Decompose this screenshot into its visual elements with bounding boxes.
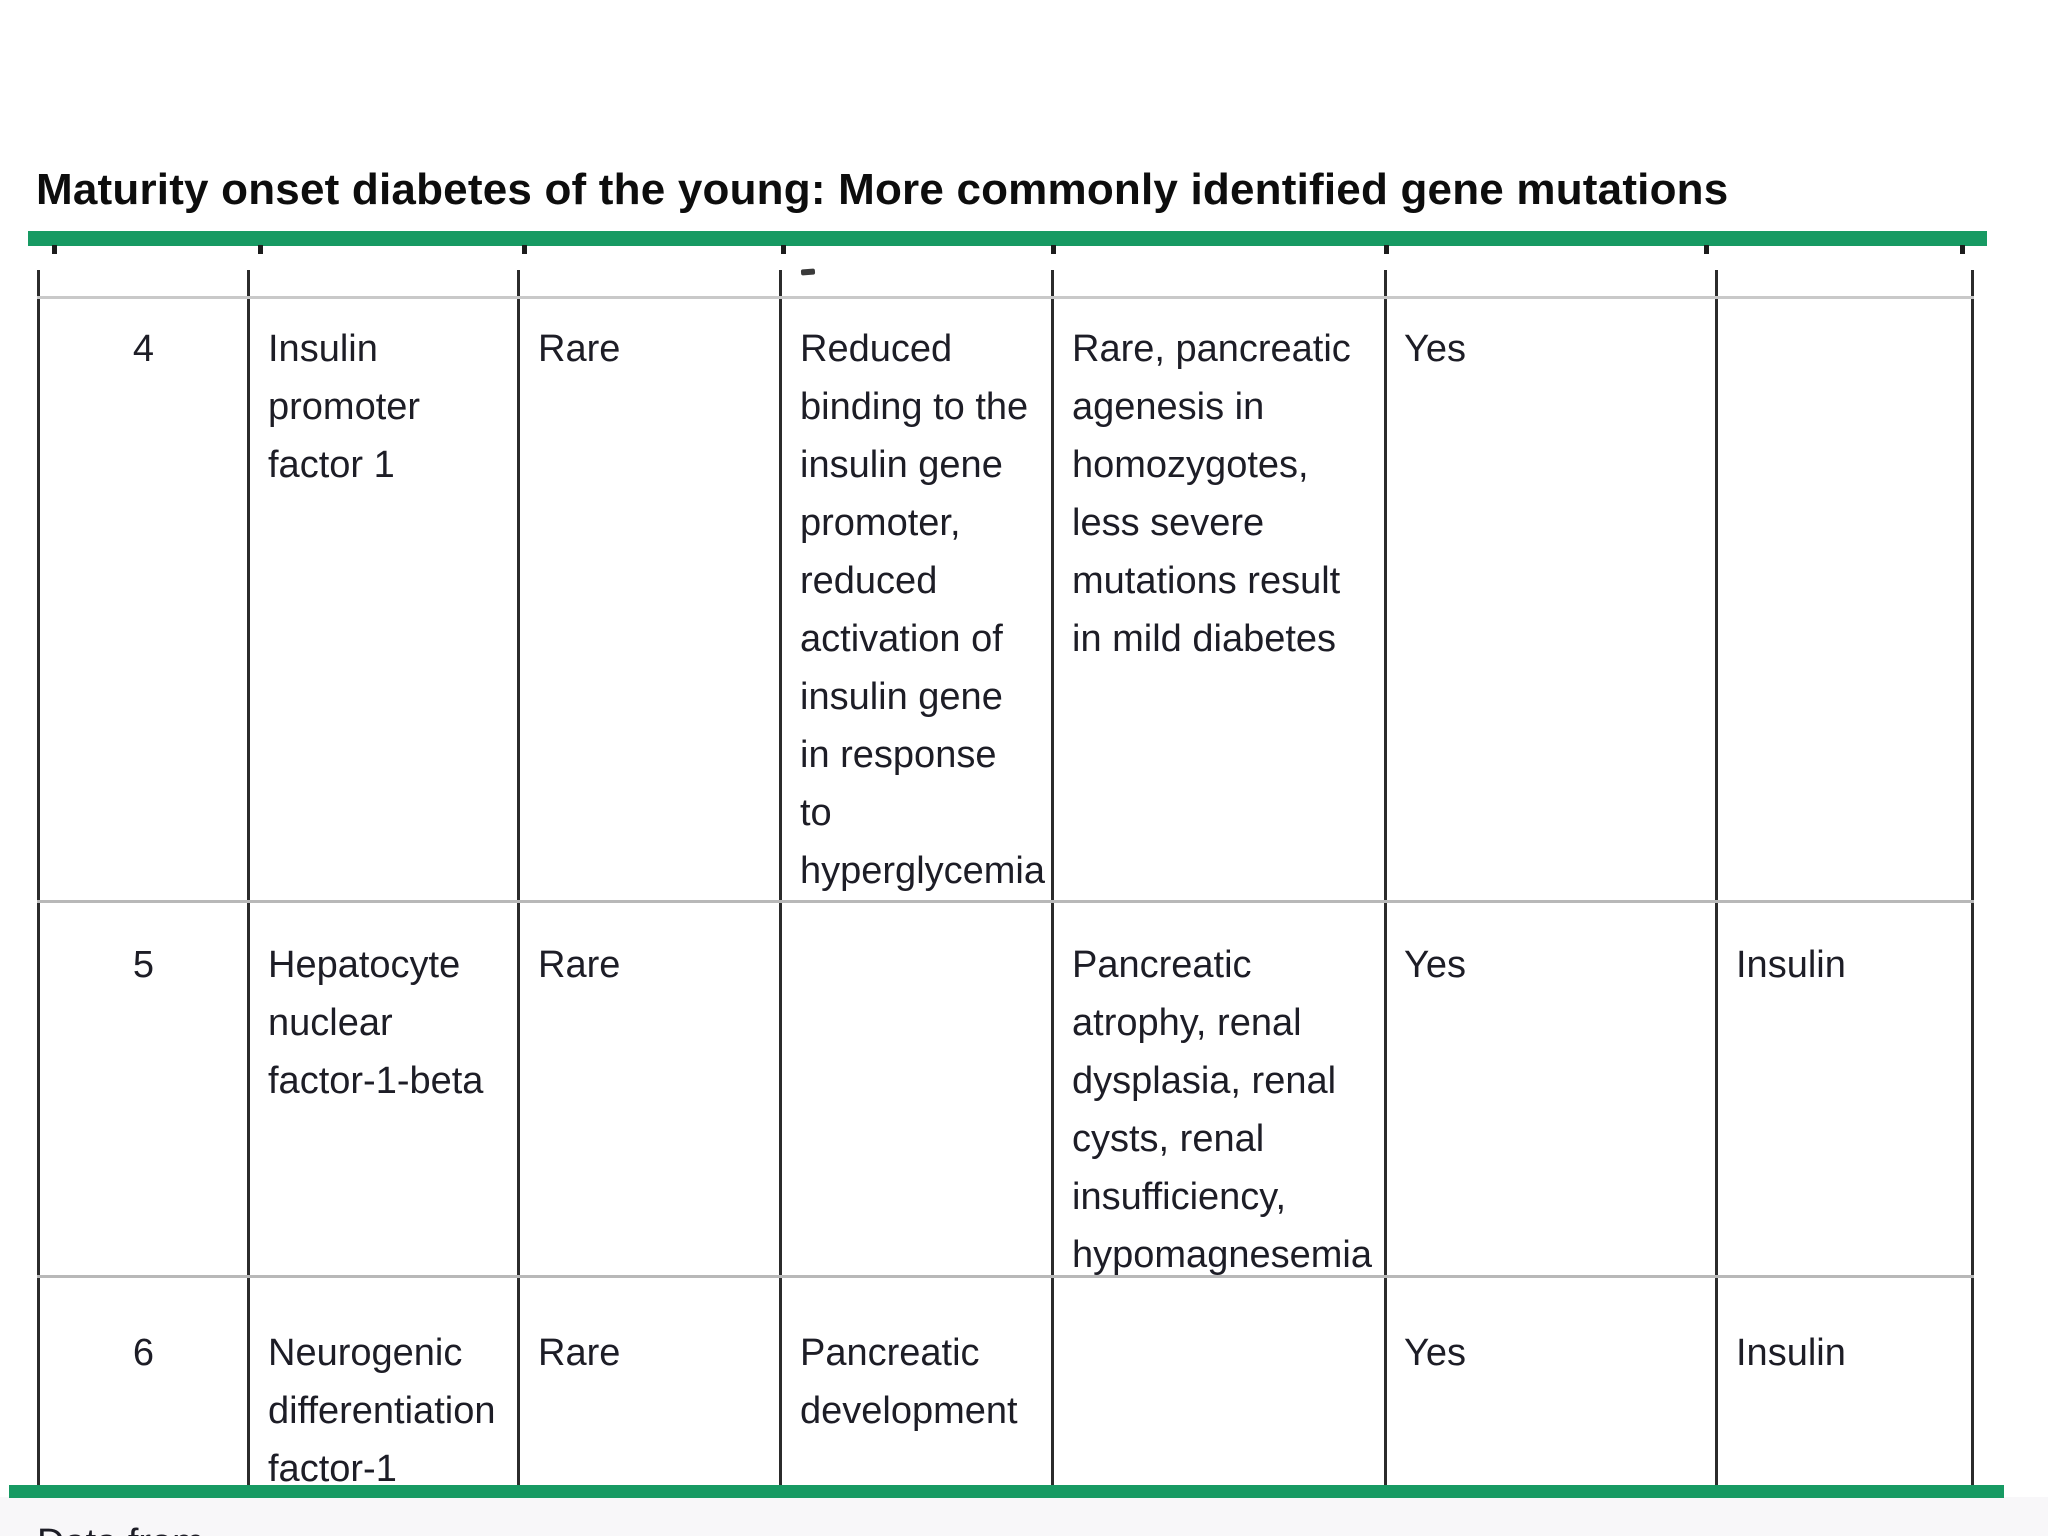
column-tick bbox=[258, 245, 263, 254]
column-tick bbox=[1384, 245, 1389, 254]
table-border-vertical bbox=[247, 270, 250, 1487]
cell-mechanism: Pancreatic development bbox=[800, 1332, 1018, 1432]
cell-treatment: Insulin bbox=[1736, 944, 1846, 986]
accent-bar-bottom bbox=[9, 1485, 2004, 1498]
column-tick bbox=[522, 245, 527, 254]
cell-treatment: Insulin bbox=[1736, 1332, 1846, 1374]
column-tick bbox=[52, 245, 57, 254]
footer-clipped-text: Data from bbox=[37, 1514, 204, 1536]
column-tick bbox=[781, 245, 786, 254]
cell-yes-flag: Yes bbox=[1404, 1332, 1466, 1374]
cell-frequency: Rare bbox=[538, 1332, 621, 1374]
bottom-strip bbox=[0, 1497, 2048, 1536]
table-border-vertical bbox=[1384, 270, 1387, 1487]
cell-yes-flag: Yes bbox=[1404, 944, 1466, 986]
accent-bar-top bbox=[28, 231, 1987, 246]
cell-frequency: Rare bbox=[538, 944, 621, 986]
cell-clinical-features: Pancreatic atrophy, renal dysplasia, ren… bbox=[1072, 944, 1372, 1276]
table-border-vertical bbox=[37, 270, 40, 1487]
clipped-text-fragment bbox=[800, 268, 816, 276]
cell-gene-name: Insulin promoter factor 1 bbox=[268, 328, 421, 486]
cell-gene-name: Neurogenic differentiation factor-1 bbox=[268, 1332, 496, 1490]
column-tick bbox=[1960, 245, 1965, 254]
table-row-separator bbox=[37, 296, 1974, 299]
cell-mechanism: Reduced binding to the insulin gene prom… bbox=[800, 328, 1045, 892]
cell-clinical-features: Rare, pancreatic agenesis in homozygotes… bbox=[1072, 328, 1351, 660]
cell-row-number: 5 bbox=[132, 944, 155, 986]
cell-row-number: 4 bbox=[132, 328, 155, 370]
table-row-separator bbox=[37, 1275, 1974, 1278]
table-row-separator bbox=[37, 900, 1974, 903]
table-border-vertical bbox=[517, 270, 520, 1487]
cell-row-number: 6 bbox=[132, 1332, 155, 1374]
table-border-vertical bbox=[1971, 270, 1974, 1487]
column-tick bbox=[1704, 245, 1709, 254]
table-border-vertical bbox=[1051, 270, 1054, 1487]
table-border-vertical bbox=[779, 270, 782, 1487]
page-title: Maturity onset diabetes of the young: Mo… bbox=[36, 165, 1729, 214]
cell-yes-flag: Yes bbox=[1404, 328, 1466, 370]
cell-frequency: Rare bbox=[538, 328, 621, 370]
column-tick bbox=[1051, 245, 1056, 254]
cell-gene-name: Hepatocyte nuclear factor-1-beta bbox=[268, 944, 484, 1102]
table-border-vertical bbox=[1715, 270, 1718, 1487]
